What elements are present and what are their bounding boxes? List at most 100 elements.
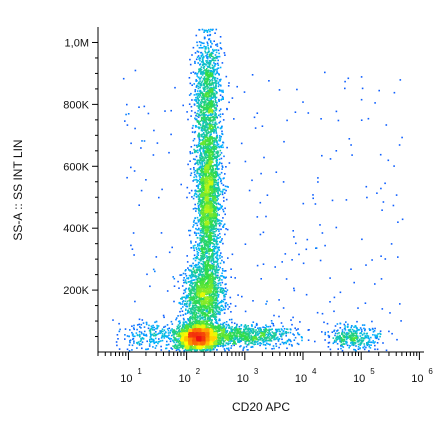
- data-point: [199, 114, 201, 117]
- data-point: [209, 225, 211, 227]
- data-point: [200, 101, 202, 103]
- data-point: [195, 314, 197, 316]
- data-point: [201, 166, 203, 168]
- data-point: [280, 322, 283, 324]
- data-point: [213, 175, 215, 177]
- data-point: [212, 326, 215, 329]
- data-point: [212, 273, 215, 275]
- data-point: [224, 173, 226, 175]
- data-point: [219, 173, 221, 176]
- data-point: [211, 170, 213, 173]
- data-point: [209, 226, 211, 229]
- data-point: [351, 154, 353, 156]
- data-point: [218, 146, 221, 149]
- data-points: [112, 28, 404, 352]
- data-point: [215, 51, 218, 54]
- data-point: [219, 342, 222, 344]
- data-point: [346, 333, 349, 336]
- data-point: [270, 320, 273, 322]
- data-point: [242, 337, 244, 340]
- data-point: [327, 331, 329, 333]
- data-point: [216, 167, 219, 169]
- data-point: [215, 186, 217, 189]
- data-point: [324, 71, 326, 74]
- data-point: [203, 200, 205, 203]
- data-point: [228, 349, 230, 351]
- data-point: [219, 47, 222, 49]
- data-point: [214, 181, 216, 184]
- data-point: [145, 323, 148, 326]
- data-point: [246, 330, 248, 333]
- data-point: [198, 127, 200, 129]
- data-point: [222, 269, 224, 272]
- data-point: [202, 93, 204, 95]
- data-point: [192, 274, 195, 276]
- data-point: [257, 343, 259, 345]
- data-point: [192, 224, 195, 226]
- data-point: [185, 349, 188, 351]
- data-point: [206, 151, 208, 153]
- data-point: [210, 217, 212, 220]
- data-point: [334, 334, 336, 337]
- data-point: [253, 330, 255, 333]
- data-point: [376, 334, 378, 337]
- data-point: [208, 229, 211, 232]
- data-point: [218, 55, 221, 58]
- data-point: [208, 228, 210, 230]
- data-point: [196, 232, 198, 235]
- data-point: [208, 63, 211, 65]
- data-point: [132, 338, 134, 341]
- data-point: [204, 173, 206, 175]
- data-point: [321, 154, 323, 157]
- data-point: [213, 265, 215, 267]
- data-point: [267, 343, 269, 345]
- data-point: [233, 342, 235, 344]
- data-point: [327, 334, 330, 337]
- data-point: [233, 322, 236, 325]
- data-point: [203, 254, 206, 256]
- data-point: [197, 163, 199, 166]
- data-point: [181, 310, 184, 312]
- data-point: [190, 326, 192, 329]
- data-point: [223, 325, 225, 327]
- data-point: [244, 328, 247, 331]
- data-point: [195, 150, 197, 152]
- data-point: [193, 290, 195, 293]
- data-point: [199, 150, 201, 152]
- data-point: [204, 106, 207, 109]
- data-point: [380, 187, 382, 190]
- data-point: [202, 241, 205, 243]
- data-point: [213, 141, 215, 144]
- data-point: [275, 337, 278, 339]
- data-point: [151, 326, 154, 329]
- data-point: [241, 295, 243, 298]
- data-point: [203, 132, 205, 134]
- data-point: [212, 192, 215, 195]
- data-point: [209, 221, 212, 223]
- data-point: [269, 333, 272, 335]
- data-point: [198, 138, 201, 141]
- data-point: [203, 126, 206, 128]
- data-point: [273, 336, 275, 339]
- data-point: [291, 345, 293, 347]
- data-point: [196, 159, 198, 162]
- data-point: [214, 233, 217, 236]
- data-point: [285, 341, 287, 344]
- data-point: [203, 90, 206, 92]
- data-point: [166, 340, 168, 343]
- data-point: [215, 190, 217, 193]
- data-point: [206, 252, 208, 254]
- data-point: [211, 293, 213, 296]
- data-point: [207, 277, 209, 279]
- data-point: [293, 339, 296, 341]
- data-point: [170, 320, 173, 323]
- data-point: [337, 329, 339, 332]
- data-point: [197, 99, 199, 101]
- data-point: [166, 290, 169, 292]
- data-point: [343, 343, 345, 345]
- data-point: [230, 268, 232, 270]
- data-point: [208, 320, 211, 322]
- data-point: [152, 341, 155, 343]
- data-point: [268, 339, 271, 342]
- data-point: [200, 169, 203, 171]
